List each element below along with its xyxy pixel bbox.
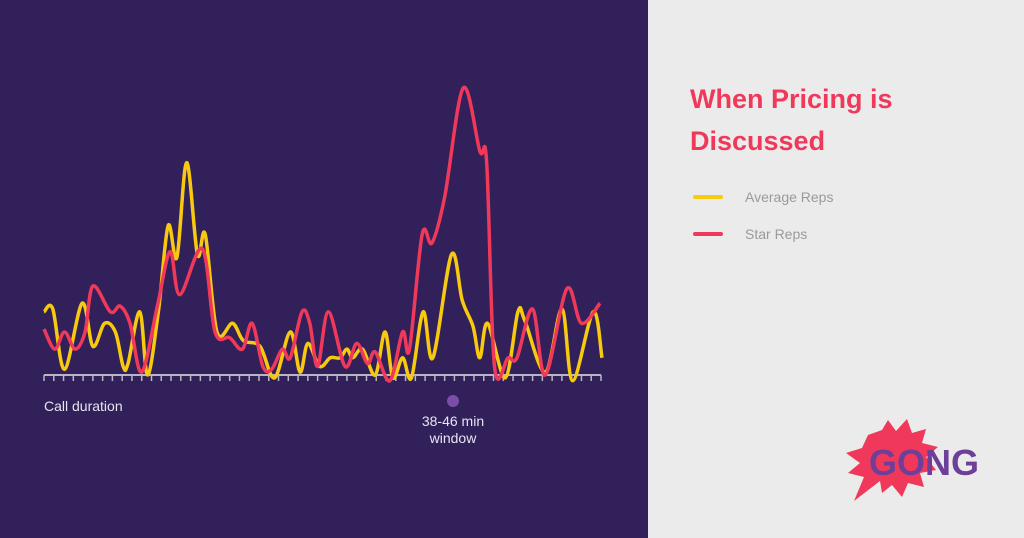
legend-item-average-reps: Average Reps bbox=[693, 187, 833, 207]
logo-text: GONG bbox=[869, 442, 979, 483]
info-panel bbox=[648, 0, 1024, 538]
line-chart bbox=[42, 85, 604, 383]
series-line-star-reps bbox=[42, 85, 602, 383]
legend-swatch-star bbox=[693, 232, 723, 236]
title-line-2: Discussed bbox=[690, 126, 826, 156]
chart-panel bbox=[0, 0, 648, 538]
gong-logo: GONG bbox=[846, 419, 979, 501]
window-label-line1: 38-46 min bbox=[421, 413, 485, 429]
legend-label: Average Reps bbox=[745, 189, 834, 205]
legend-item-star-reps: Star Reps bbox=[693, 224, 807, 244]
window-annotation: 38-46 min window bbox=[393, 413, 513, 447]
chart-title: When Pricing is Discussed bbox=[690, 78, 990, 162]
window-label-line2: window bbox=[429, 430, 477, 446]
window-marker-dot bbox=[447, 395, 459, 407]
legend-swatch-average bbox=[693, 195, 723, 199]
logo-starburst bbox=[846, 419, 938, 501]
x-axis-label: Call duration bbox=[44, 398, 123, 414]
legend-label: Star Reps bbox=[745, 226, 808, 242]
title-line-1: When Pricing is bbox=[690, 84, 893, 114]
